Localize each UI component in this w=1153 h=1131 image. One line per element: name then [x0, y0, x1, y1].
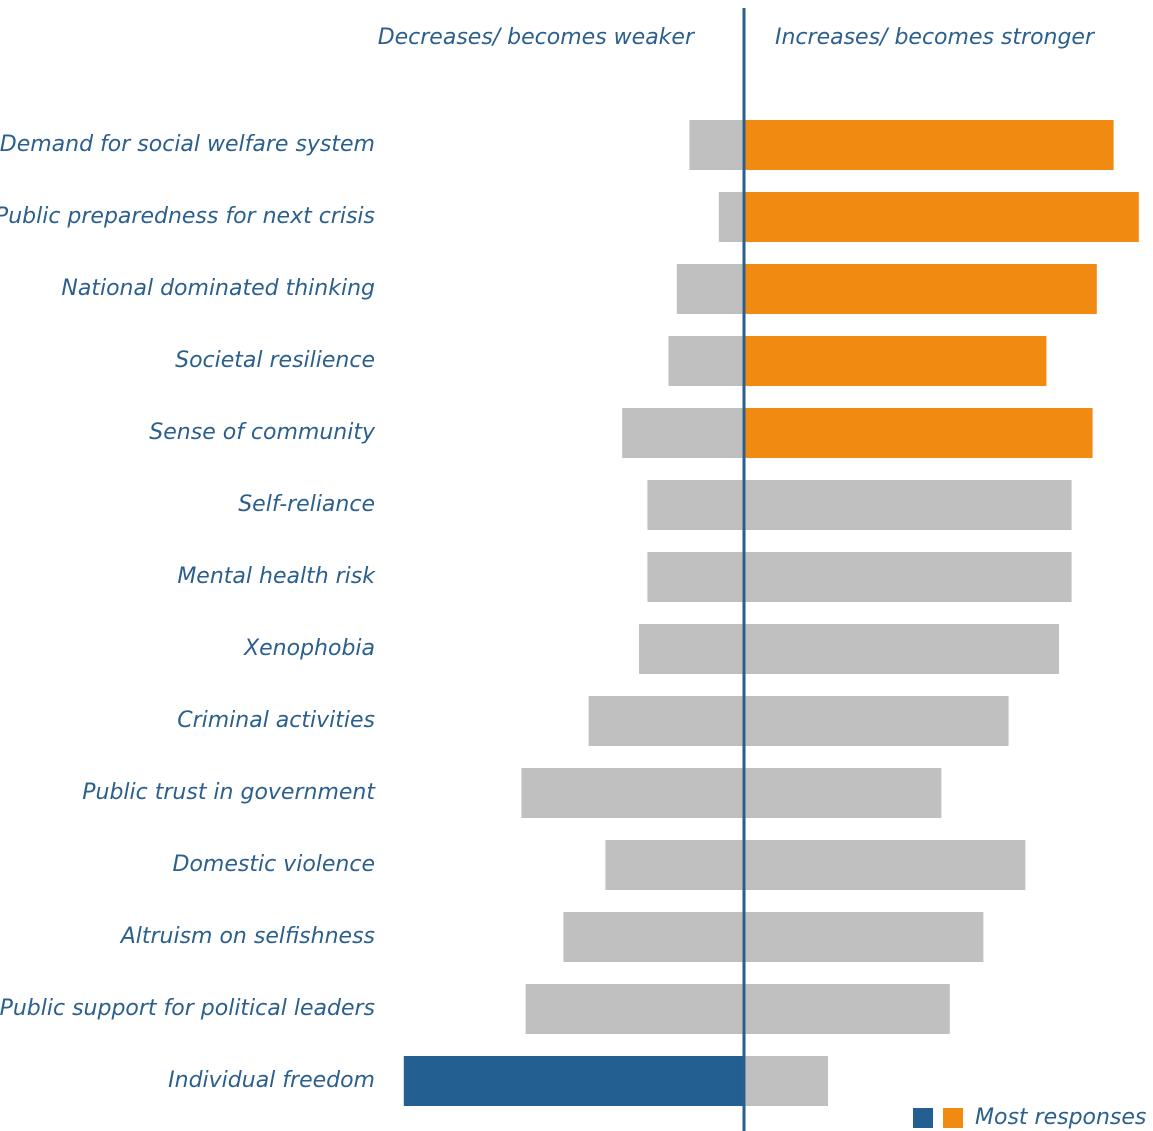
- bar: [744, 768, 942, 818]
- bar: [744, 336, 1047, 386]
- category-label: Domestic violence: [173, 852, 375, 877]
- bar: [744, 552, 1072, 602]
- bar: [744, 624, 1059, 674]
- bar: [744, 912, 984, 962]
- bar: [521, 768, 744, 818]
- bar: [605, 840, 744, 890]
- bar: [563, 912, 744, 962]
- category-label: National dominated thinking: [61, 276, 375, 301]
- category-label: Demand for social welfare system: [0, 132, 375, 157]
- category-label: Societal resilience: [175, 348, 375, 373]
- category-label: Criminal activities: [177, 708, 375, 733]
- bar: [744, 408, 1093, 458]
- bar: [744, 1056, 828, 1106]
- bar: [525, 984, 744, 1034]
- bar: [588, 696, 744, 746]
- category-label: Public support for political leaders: [0, 996, 375, 1021]
- category-label: Public trust in government: [82, 780, 376, 805]
- bar: [744, 840, 1026, 890]
- bar: [744, 264, 1097, 314]
- left-header: Decreases/ becomes weaker: [378, 25, 696, 50]
- category-label: Altruism on selfishness: [119, 924, 375, 949]
- right-header: Increases/ becomes stronger: [775, 25, 1096, 50]
- bar: [668, 336, 744, 386]
- bar: [744, 984, 950, 1034]
- legend-swatch: [913, 1108, 933, 1128]
- category-label: Sense of community: [149, 420, 376, 445]
- bar: [744, 696, 1009, 746]
- category-label: Mental health risk: [177, 564, 376, 589]
- category-label: Self-reliance: [238, 492, 375, 517]
- bar: [676, 264, 744, 314]
- category-label: Public preparedness for next crisis: [0, 204, 375, 229]
- bar: [622, 408, 744, 458]
- legend-label: Most responses: [975, 1105, 1146, 1130]
- bar: [689, 120, 744, 170]
- legend-swatch: [943, 1108, 963, 1128]
- category-label: Xenophobia: [243, 636, 375, 661]
- bar: [718, 192, 744, 242]
- bar: [647, 552, 744, 602]
- bar: [647, 480, 744, 530]
- bar: [744, 120, 1114, 170]
- bar: [403, 1056, 744, 1106]
- category-label: Individual freedom: [168, 1068, 375, 1093]
- bar: [744, 192, 1139, 242]
- bar: [744, 480, 1072, 530]
- bar: [639, 624, 744, 674]
